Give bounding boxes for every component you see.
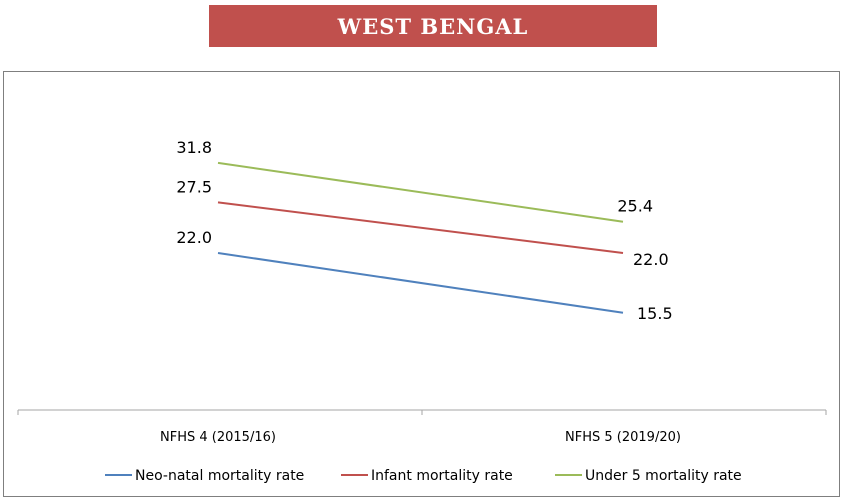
legend-label: Infant mortality rate xyxy=(371,468,513,484)
data-label: 22.0 xyxy=(633,250,669,269)
data-label: 15.5 xyxy=(637,304,673,323)
x-tick-label: NFHS 5 (2019/20) xyxy=(565,430,681,445)
legend-label: Under 5 mortality rate xyxy=(585,468,742,484)
chart-title-banner: WEST BENGAL xyxy=(209,5,657,47)
legend-label: Neo-natal mortality rate xyxy=(135,468,304,484)
x-tick-label: NFHS 4 (2015/16) xyxy=(160,430,276,445)
data-label: 22.0 xyxy=(176,228,212,247)
data-label: 27.5 xyxy=(176,177,212,196)
series-line-2 xyxy=(217,201,624,254)
series-line-1 xyxy=(217,252,624,314)
series-line-3 xyxy=(217,161,624,223)
chart-title: WEST BENGAL xyxy=(337,13,529,39)
data-label: 31.8 xyxy=(176,138,212,157)
data-label: 25.4 xyxy=(617,197,653,216)
